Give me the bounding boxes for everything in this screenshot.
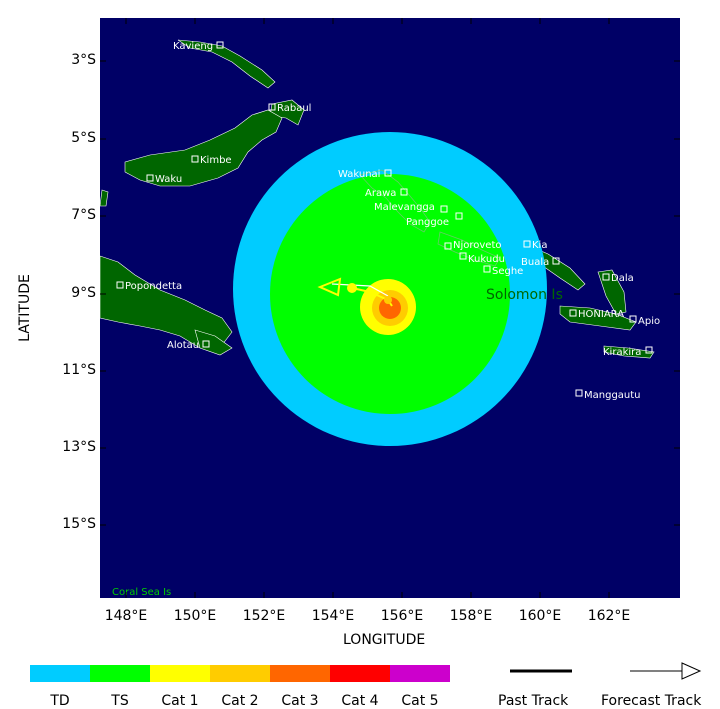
ytick-label: 7°S — [71, 207, 96, 223]
papua-mainland — [99, 255, 233, 349]
legend-swatch-cat4 — [330, 665, 390, 682]
forecast-track-line — [331, 283, 389, 297]
region-label-coral-sea: Coral Sea Is — [112, 587, 171, 598]
guadalcanal-island — [559, 305, 637, 331]
place-label: Buala — [521, 257, 549, 268]
legend-label: TS — [111, 693, 129, 709]
ytick-label: 15°S — [62, 516, 96, 532]
alotau-land — [194, 329, 233, 356]
y-axis-label: LATITUDE — [16, 274, 33, 342]
track-point — [347, 283, 357, 293]
place-label: Kia — [532, 240, 547, 251]
legend-forecast-track-label: Forecast Track — [601, 693, 702, 709]
makira-island — [603, 345, 655, 359]
ytick-label: 3°S — [71, 52, 96, 68]
place-label: Arawa — [365, 188, 396, 199]
xtick-label: 160°E — [518, 608, 562, 624]
legend-past-track-label: Past Track — [498, 693, 569, 709]
legend-swatch-cat3 — [270, 665, 330, 682]
malaita-island — [597, 269, 627, 315]
place-label: Njoroveto — [453, 240, 502, 251]
forecast-arrow-symbol — [681, 662, 702, 680]
cat3-wind-radius — [379, 297, 401, 319]
ytick-label: 11°S — [62, 362, 96, 378]
legend-label: Cat 5 — [401, 693, 439, 709]
place-label: Apio — [638, 316, 660, 327]
place-label: Malevangga — [374, 202, 435, 213]
place-label: Waku — [155, 174, 182, 185]
legend-swatch-cat2 — [210, 665, 270, 682]
x-axis-label: LONGITUDE — [343, 632, 426, 648]
place-label: HONIARA — [578, 309, 624, 320]
xtick-label: 150°E — [173, 608, 217, 624]
xtick-label: 156°E — [380, 608, 424, 624]
land-outline-overlay — [359, 169, 501, 267]
region-label-solomon: Solomon Is — [486, 287, 563, 303]
ytick-label: 9°S — [71, 285, 96, 301]
place-label: Rabaul — [277, 103, 311, 114]
city-labels: Kavieng Rabaul Kimbe Waku Popondetta Alo… — [125, 41, 660, 401]
legend-label: Cat 2 — [221, 693, 259, 709]
place-label: Dala — [611, 273, 634, 284]
axis-ticks — [100, 18, 680, 598]
legend-label: Cat 3 — [281, 693, 319, 709]
legend-swatch-cat1 — [150, 665, 210, 682]
small-island-west — [99, 189, 109, 207]
xtick-label: 148°E — [104, 608, 148, 624]
legend-swatch-td — [30, 665, 90, 682]
place-label: Alotau — [167, 340, 199, 351]
place-label: Kimbe — [200, 155, 232, 166]
legend-label: Cat 4 — [341, 693, 379, 709]
place-label: Wakunai — [338, 169, 380, 180]
place-label: Kukudu — [468, 254, 505, 265]
xtick-label: 154°E — [311, 608, 355, 624]
place-label: Manggautu — [584, 390, 641, 401]
ytick-label: 13°S — [62, 439, 96, 455]
ytick-label: 5°S — [71, 130, 96, 146]
place-label: Kavieng — [173, 41, 213, 52]
place-label: Panggoe — [406, 217, 449, 228]
xtick-label: 152°E — [242, 608, 286, 624]
forecast-arrow-icon — [317, 277, 342, 297]
xtick-label: 158°E — [449, 608, 493, 624]
legend-swatch-cat5 — [390, 665, 450, 682]
city-markers — [116, 41, 653, 397]
place-label: Popondetta — [125, 281, 182, 292]
track-point — [384, 296, 392, 304]
legend-label: Cat 1 — [161, 693, 199, 709]
legend-swatch-ts — [90, 665, 150, 682]
xtick-label: 162°E — [587, 608, 631, 624]
legend-label: TD — [50, 693, 70, 709]
place-label: Seghe — [492, 266, 523, 277]
new-britain-island — [124, 109, 283, 187]
place-label: Kirakira — [603, 347, 641, 358]
new-ireland-island — [177, 39, 276, 89]
